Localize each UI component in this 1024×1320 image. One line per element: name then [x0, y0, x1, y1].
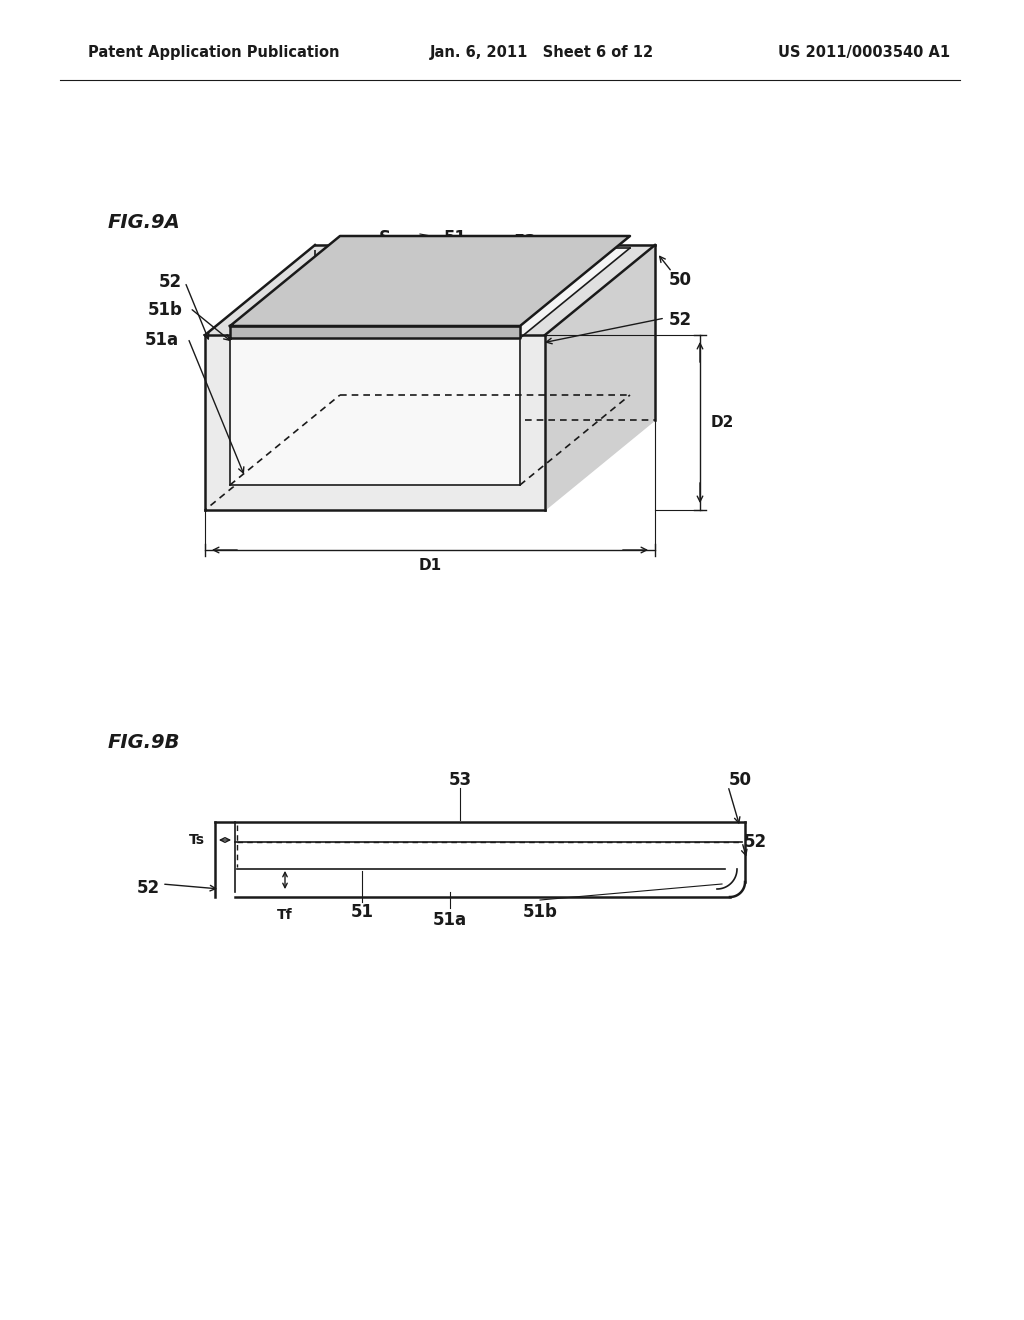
- Text: Ts: Ts: [189, 833, 205, 847]
- Text: 50: 50: [728, 771, 752, 789]
- Polygon shape: [205, 335, 545, 510]
- Text: D2: D2: [711, 414, 733, 430]
- Polygon shape: [230, 326, 520, 338]
- Text: FIG.9A: FIG.9A: [108, 213, 181, 231]
- Text: FIG.9B: FIG.9B: [108, 733, 180, 751]
- Text: 52: 52: [743, 833, 767, 851]
- Text: 53: 53: [513, 234, 537, 251]
- Text: D1: D1: [419, 558, 441, 573]
- Polygon shape: [205, 246, 655, 335]
- Text: Patent Application Publication: Patent Application Publication: [88, 45, 340, 59]
- Text: 51: 51: [443, 228, 467, 247]
- Text: 52: 52: [159, 273, 181, 290]
- Text: Tf: Tf: [278, 908, 293, 921]
- Text: 51a: 51a: [145, 331, 179, 348]
- Text: 51b: 51b: [147, 301, 182, 319]
- Polygon shape: [230, 248, 630, 338]
- Text: 51b: 51b: [522, 903, 557, 921]
- Text: S: S: [379, 228, 391, 247]
- Text: 51a: 51a: [433, 911, 467, 929]
- Text: 52: 52: [669, 312, 691, 329]
- Text: 52: 52: [136, 879, 160, 898]
- Polygon shape: [230, 338, 520, 484]
- Polygon shape: [230, 236, 630, 326]
- Polygon shape: [545, 246, 655, 510]
- Text: Jan. 6, 2011   Sheet 6 of 12: Jan. 6, 2011 Sheet 6 of 12: [430, 45, 654, 59]
- Text: 51: 51: [350, 903, 374, 921]
- Text: US 2011/0003540 A1: US 2011/0003540 A1: [778, 45, 950, 59]
- Text: 50: 50: [669, 271, 691, 289]
- Text: 53: 53: [449, 771, 472, 789]
